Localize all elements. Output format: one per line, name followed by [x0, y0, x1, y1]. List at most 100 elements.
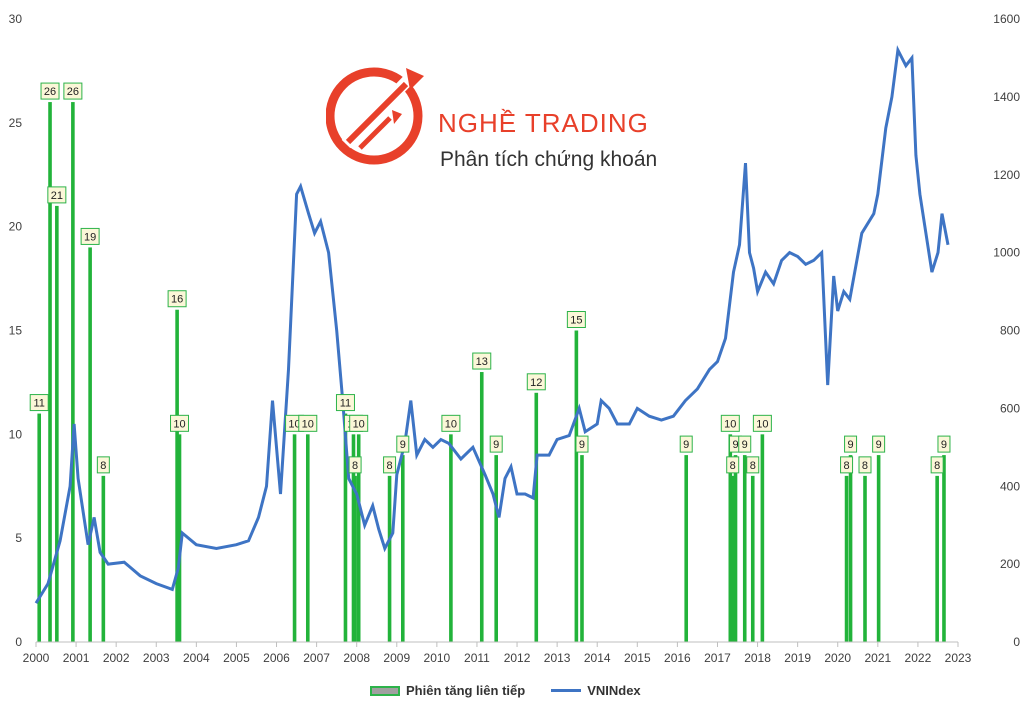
x-tick-label: 2004: [183, 651, 210, 665]
consecutive-gain-bar: [292, 434, 297, 642]
data-label-text: 10: [173, 418, 185, 430]
data-label-box: [170, 414, 190, 432]
consecutive-gain-bar: [88, 247, 92, 642]
y-left-tick-label: 0: [15, 635, 22, 649]
consecutive-gain-bar: [684, 455, 689, 642]
data-label-box: [930, 456, 944, 474]
data-label-text: 26: [67, 86, 79, 98]
data-label-text: 12: [530, 377, 542, 389]
x-tick-label: 2014: [584, 651, 611, 665]
consecutive-gain-bar: [343, 413, 348, 642]
data-label-box: [441, 414, 461, 432]
data-label-box: [396, 435, 410, 453]
data-label-text: 9: [742, 439, 748, 451]
y-left-tick-label: 20: [9, 220, 23, 234]
consecutive-gain-bar: [580, 455, 584, 642]
x-tick-label: 2020: [824, 651, 851, 665]
x-tick-label: 2007: [303, 651, 330, 665]
data-label-text: 21: [51, 190, 63, 202]
consecutive-gain-bar: [305, 434, 310, 642]
data-label-text: 9: [683, 439, 689, 451]
x-tick-label: 2003: [143, 651, 170, 665]
data-label-box: [40, 82, 60, 100]
bar-data-label: 9: [489, 435, 503, 453]
y-right-tick-label: 1600: [993, 12, 1020, 26]
data-label-text: 8: [730, 460, 736, 472]
consecutive-gain-bar: [37, 413, 42, 642]
data-label-text: 8: [843, 460, 849, 472]
legend: Phiên tăng liên tiếp VNINdex: [370, 683, 641, 698]
data-label-text: 13: [476, 356, 488, 368]
consecutive-gain-bar: [935, 475, 939, 642]
consecutive-gain-bar: [728, 434, 733, 642]
bar-data-label: 16: [167, 290, 187, 308]
data-label-text: 9: [400, 439, 406, 451]
consecutive-gain-bar: [534, 392, 539, 642]
bar-data-label: 9: [937, 435, 951, 453]
y-left-tick-label: 25: [9, 116, 23, 130]
data-label-text: 19: [84, 231, 96, 243]
bar-data-label: 10: [720, 414, 740, 432]
x-tick-label: 2015: [624, 651, 651, 665]
bar-data-label: 10: [752, 414, 772, 432]
bar-data-label: 8: [726, 456, 740, 474]
x-tick-label: 2008: [343, 651, 370, 665]
bar-data-label: 9: [679, 435, 693, 453]
consecutive-gain-bar: [574, 330, 579, 642]
data-label-box: [335, 394, 355, 412]
y-left-tick-label: 5: [15, 531, 22, 545]
consecutive-gain-bar: [177, 434, 182, 642]
bar-data-label: 21: [47, 186, 67, 204]
data-label-box: [937, 435, 951, 453]
bar-data-label: 10: [349, 414, 369, 432]
data-label-text: 9: [579, 439, 585, 451]
data-label-text: 10: [302, 418, 314, 430]
legend-item-bars: Phiên tăng liên tiếp: [370, 683, 525, 698]
data-label-box: [96, 456, 110, 474]
consecutive-gain-bar: [353, 475, 357, 642]
legend-label-line: VNINdex: [587, 683, 641, 698]
consecutive-gain-bar: [844, 475, 849, 642]
y-right-tick-label: 1200: [993, 168, 1020, 182]
data-label-box: [489, 435, 503, 453]
bar-data-label: 9: [872, 435, 886, 453]
data-label-text: 9: [732, 439, 738, 451]
data-label-text: 8: [750, 460, 756, 472]
x-tick-label: 2005: [223, 651, 250, 665]
data-label-text: 9: [941, 439, 947, 451]
data-label-box: [526, 373, 546, 391]
data-label-text: 10: [756, 418, 768, 430]
consecutive-gain-bar: [479, 372, 484, 642]
bar-data-label: 8: [930, 456, 944, 474]
consecutive-gain-bar: [55, 205, 59, 642]
data-label-box: [720, 414, 740, 432]
x-tick-label: 2021: [864, 651, 891, 665]
data-label-text: 8: [100, 460, 106, 472]
bar-data-label: 10: [298, 414, 318, 432]
bar-data-label: 12: [526, 373, 546, 391]
data-label-box: [63, 82, 83, 100]
consecutive-gain-bar: [400, 455, 405, 642]
bar-data-label: 10: [441, 414, 461, 432]
data-label-text: 10: [353, 418, 365, 430]
consecutive-gain-bar: [733, 455, 738, 642]
bar-data-label: 9: [396, 435, 410, 453]
data-label-box: [679, 435, 693, 453]
data-label-text: 9: [876, 439, 882, 451]
x-tick-label: 2006: [263, 651, 290, 665]
data-label-text: 16: [171, 294, 183, 306]
y-left-tick-label: 10: [9, 427, 23, 441]
data-label-box: [738, 435, 752, 453]
data-label-text: 8: [862, 460, 868, 472]
consecutive-gain-bar: [48, 102, 52, 643]
consecutive-gain-bar: [942, 455, 946, 642]
bar-data-label: 13: [472, 352, 492, 370]
x-tick-label: 2023: [945, 651, 972, 665]
consecutive-gain-bar: [356, 434, 361, 642]
consecutive-gain-bar: [742, 455, 747, 642]
data-label-box: [47, 186, 67, 204]
data-label-text: 15: [570, 315, 582, 327]
x-tick-label: 2010: [424, 651, 451, 665]
bar-data-label: 8: [858, 456, 872, 474]
bar-data-label: 8: [96, 456, 110, 474]
